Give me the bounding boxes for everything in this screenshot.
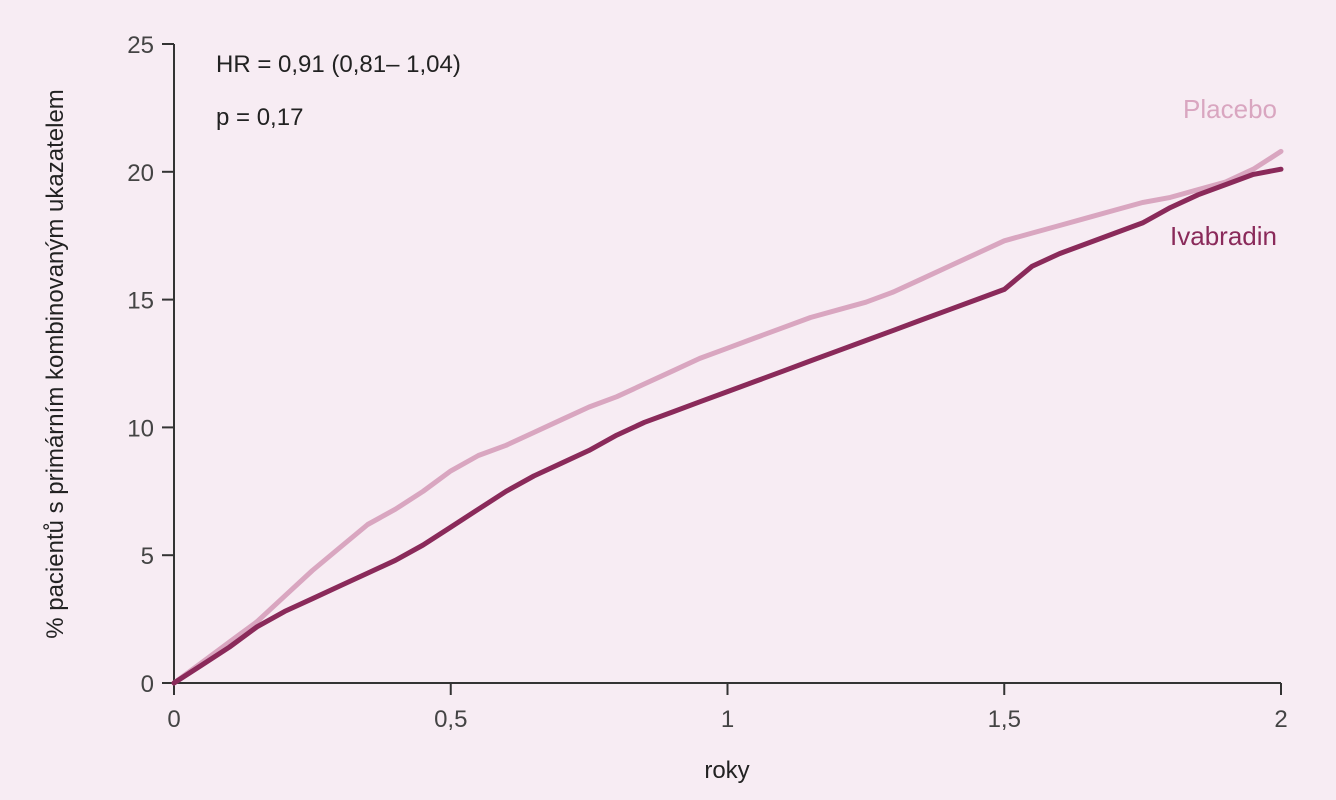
series-label-placebo: Placebo [1183,94,1277,124]
y-axis-title: % pacientů s primárním kombinovaným ukaz… [42,89,69,639]
x-tick-label: 0 [167,706,180,733]
x-tick-label: 0,5 [434,706,467,733]
y-tick-label: 10 [127,415,154,442]
series-layer [171,148,1284,686]
y-tick-label: 15 [127,288,154,315]
series-line-ivabradin [171,166,1284,686]
series-line-placebo [171,148,1284,686]
x-tick-label: 2 [1274,706,1287,733]
x-axis-title: roky [704,757,749,784]
y-tick-label: 25 [127,32,154,59]
x-tick-label: 1 [721,706,734,733]
y-tick-label: 20 [127,160,154,187]
x-tick-label: 1,5 [988,706,1021,733]
y-tick-label: 0 [141,671,154,698]
hr-annotation: HR = 0,91 (0,81– 1,04) [216,51,461,78]
tick-layer: 0 5 10 15 20 25 0 0,5 1 1,5 2 [127,32,1287,733]
series-label-ivabradin: Ivabradin [1170,221,1277,251]
y-tick-label: 5 [141,543,154,570]
p-value-annotation: p = 0,17 [216,104,303,131]
